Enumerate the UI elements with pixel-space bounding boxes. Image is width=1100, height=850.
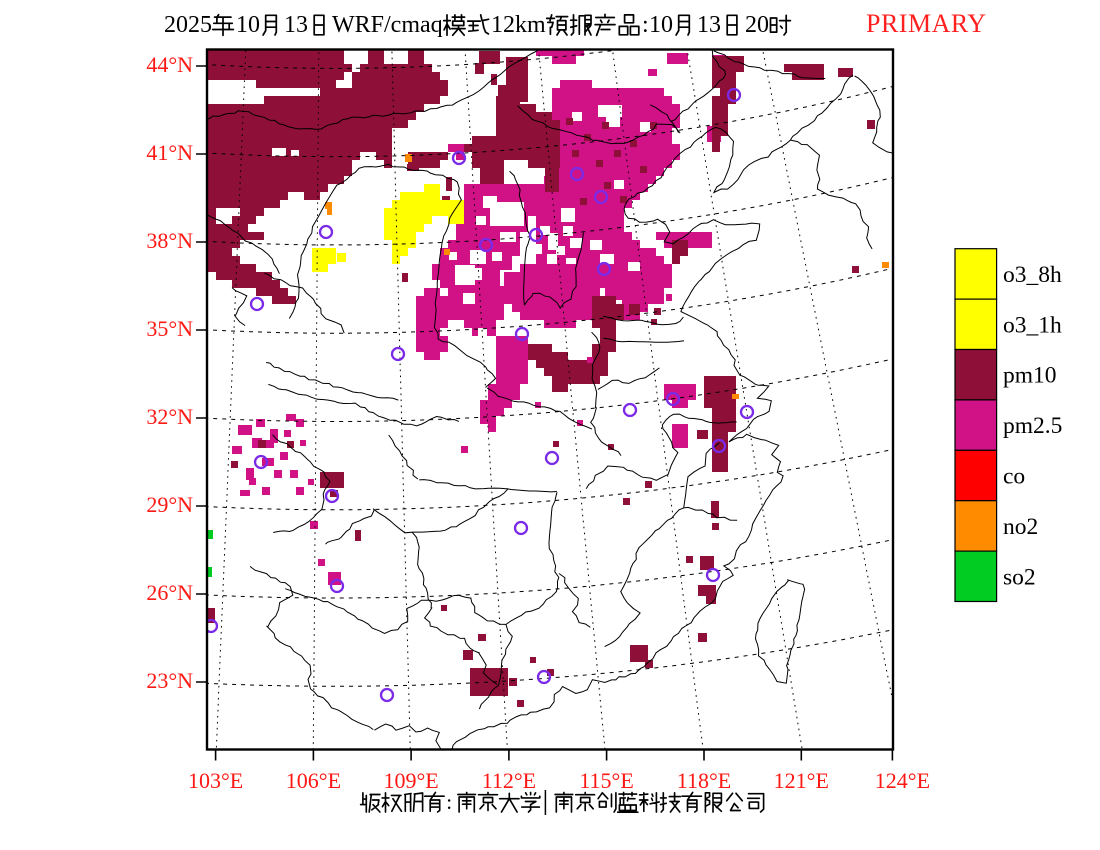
svg-text:13: 13 <box>284 12 308 38</box>
svg-text:118°E: 118°E <box>677 768 731 793</box>
svg-text:38°N: 38°N <box>146 228 193 253</box>
svg-text:so2: so2 <box>1003 564 1036 590</box>
svg-text:121°E: 121°E <box>774 768 829 793</box>
svg-text:PRIMARY: PRIMARY <box>866 9 987 38</box>
svg-text:115°E: 115°E <box>579 768 633 793</box>
svg-text:13: 13 <box>697 12 721 38</box>
svg-text:o3_8h: o3_8h <box>1003 262 1062 288</box>
svg-text:o3_1h: o3_1h <box>1003 312 1062 338</box>
svg-text:26°N: 26°N <box>146 580 193 605</box>
svg-text:32°N: 32°N <box>146 404 193 429</box>
svg-text:41°N: 41°N <box>146 140 193 165</box>
svg-text:112°E: 112°E <box>482 768 536 793</box>
svg-text:12km: 12km <box>491 12 546 38</box>
svg-text:co: co <box>1003 464 1025 490</box>
svg-text:35°N: 35°N <box>146 316 193 341</box>
svg-text:10: 10 <box>236 12 260 38</box>
svg-text:109°E: 109°E <box>383 768 438 793</box>
svg-text:10: 10 <box>649 12 673 38</box>
svg-text::: : <box>642 12 649 38</box>
svg-text:pm2.5: pm2.5 <box>1003 413 1062 439</box>
svg-text:no2: no2 <box>1003 514 1038 540</box>
svg-text:29°N: 29°N <box>146 492 193 517</box>
svg-text::: : <box>446 790 452 814</box>
svg-text:106°E: 106°E <box>286 768 341 793</box>
svg-text:124°E: 124°E <box>875 768 930 793</box>
svg-text:pm10: pm10 <box>1003 363 1057 389</box>
svg-text:20: 20 <box>745 12 769 38</box>
svg-text:23°N: 23°N <box>146 668 193 693</box>
svg-text:WRF/cmaq: WRF/cmaq <box>332 12 443 38</box>
svg-text:103°E: 103°E <box>188 768 243 793</box>
svg-text:44°N: 44°N <box>146 52 193 77</box>
svg-text:2025: 2025 <box>164 12 212 38</box>
